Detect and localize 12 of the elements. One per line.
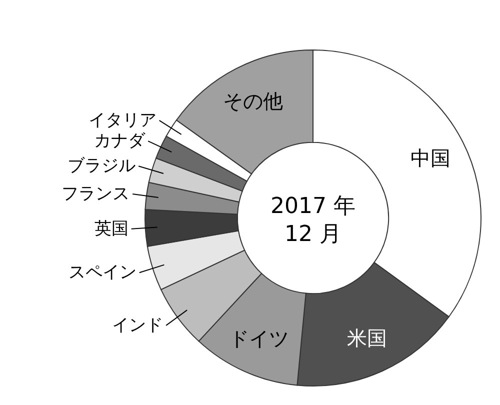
slice-label: イタリア bbox=[88, 110, 156, 130]
slice-label: スペイン bbox=[68, 262, 136, 283]
slice-label: ドイツ bbox=[229, 326, 290, 350]
slice-label: インド bbox=[112, 315, 164, 336]
slice-label: 中国 bbox=[410, 146, 450, 170]
slice-label: その他 bbox=[222, 88, 283, 113]
text: 2017 年 12 月 bbox=[270, 194, 356, 247]
slice-label: 英国 bbox=[94, 218, 128, 239]
slice-label: ブラジル bbox=[68, 156, 136, 176]
slice-label: フランス bbox=[62, 184, 130, 204]
slice-label: 米国 bbox=[347, 326, 388, 350]
slice-label: カナダ bbox=[94, 131, 146, 152]
